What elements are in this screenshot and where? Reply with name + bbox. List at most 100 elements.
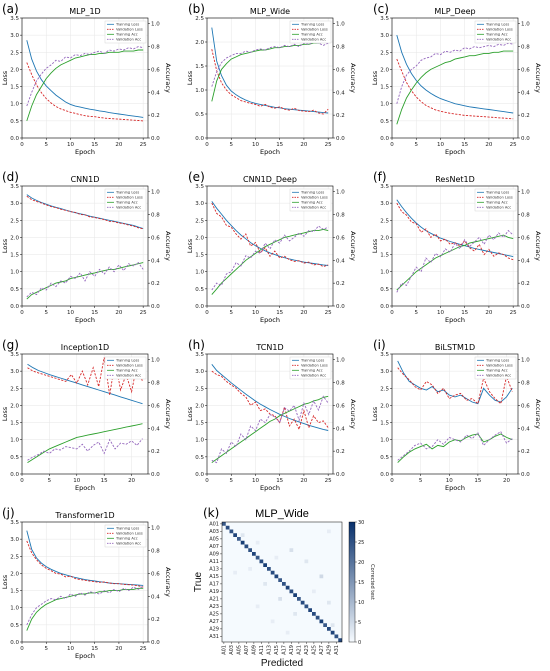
x-tick-label: A27	[319, 645, 325, 655]
y-tick-label: 0.5	[380, 455, 389, 461]
series-line-2	[396, 202, 514, 261]
subplot-3: (c) MLP_Deep 0 5 10 15 20 25 0.0 0.5 1.0 1.5 2.0 2.5 3…	[371, 2, 542, 156]
y-tick-label: 1.0	[10, 270, 19, 276]
y2-tick-label: 0.2	[521, 449, 530, 455]
y-tick-label: 3.0	[10, 369, 19, 375]
matrix-cell	[240, 533, 245, 537]
y-tick-label: 3.5	[195, 184, 204, 190]
panel-letter: (h)	[188, 338, 205, 352]
y2-tick-label: 0.0	[521, 472, 530, 478]
x-tick-label: 20	[503, 478, 510, 484]
y2-tick-label: 1.0	[336, 358, 345, 364]
legend-box	[289, 20, 332, 44]
y-tick-label: 3.5	[10, 16, 19, 22]
y2-axis-label: Accuracy	[349, 231, 357, 261]
x-tick-label: 5	[44, 646, 48, 652]
y-tick-label: 1.5	[195, 64, 204, 70]
series-line-4	[26, 46, 144, 107]
x-tick-label: 15	[276, 310, 283, 316]
chart-title: CNN1D_Deep	[243, 175, 297, 184]
x-tick-label: 0	[390, 142, 394, 148]
chart-title: TCN1D	[255, 343, 283, 352]
plot-frame	[391, 185, 519, 307]
x-tick-label: A09	[252, 645, 258, 655]
series-line-4	[211, 41, 329, 87]
matrix-cell	[252, 552, 256, 556]
chart-title: MLP_1D	[69, 7, 100, 16]
x-tick-label: 10	[67, 310, 74, 316]
series-line-4	[26, 585, 144, 626]
x-tick-label: 15	[461, 310, 468, 316]
y2-axis-label: Accuracy	[534, 399, 542, 429]
x-axis-label: Epoch	[260, 316, 280, 324]
series-line-3	[26, 587, 144, 631]
y-axis-label: Loss	[1, 574, 9, 589]
y-tick-label: A19	[209, 589, 219, 595]
y2-tick-label: 0.2	[336, 113, 345, 119]
matrix-cell	[263, 563, 267, 567]
series-line-1	[211, 27, 329, 114]
y-tick-label: A09	[209, 552, 219, 558]
y-tick-label: 2.5	[10, 218, 19, 224]
legend-label: Training Acc	[115, 537, 138, 541]
x-axis-label: Epoch	[445, 316, 465, 324]
series-line-1	[26, 40, 144, 118]
y-tick-label: 2.0	[380, 235, 389, 241]
matrix-cell	[308, 608, 312, 612]
panel-letter: (a)	[2, 2, 19, 16]
subplot-10: (j) Transformer1D 0 5 10 15 20 25 0.0 0.5 1.0 1.5 2.…	[1, 506, 172, 660]
x-axis-label: Epoch	[75, 148, 95, 156]
matrix-cell	[293, 612, 297, 616]
colorbar-tick-label: 20	[358, 560, 364, 566]
y-tick-label: 1.5	[195, 253, 204, 259]
y2-tick-label: 0.0	[151, 640, 160, 646]
y-tick-label: 2.5	[195, 16, 204, 22]
series-line-2	[27, 357, 143, 396]
series-line-4	[396, 229, 514, 293]
legend-box	[474, 356, 517, 380]
x-axis-label: Epoch	[75, 484, 95, 492]
legend-label: Training Loss	[115, 191, 139, 195]
y-tick-label: 2.0	[195, 403, 204, 409]
legend-label: Validation Loss	[301, 364, 328, 368]
series-line-1	[397, 360, 513, 405]
x-axis-label: Epoch	[75, 652, 95, 660]
matrix-cell	[315, 615, 320, 620]
series-line-3	[26, 262, 144, 300]
y-tick-label: A15	[209, 574, 219, 580]
y2-tick-label: 0.0	[151, 136, 160, 142]
y-tick-label: A29	[209, 627, 219, 633]
y2-tick-label: 0.4	[151, 594, 160, 600]
x-tick-label: 0	[20, 142, 24, 148]
legend-label: Validation Loss	[116, 532, 143, 536]
x-tick-label: 0	[20, 310, 24, 316]
legend-label: Validation Acc	[116, 374, 141, 378]
colorbar-tick-label: 5	[358, 620, 361, 626]
y2-tick-label: 0.8	[151, 213, 160, 219]
x-tick-label: 15	[91, 142, 98, 148]
legend-label: Training Loss	[485, 191, 509, 195]
panel-letter: (e)	[188, 170, 205, 184]
legend-label: Training Acc	[485, 33, 508, 37]
y-tick-label: 0.5	[10, 287, 19, 293]
y-tick-label: A21	[209, 597, 219, 603]
y-tick-label: A25	[209, 612, 219, 618]
y2-tick-label: 0.6	[336, 235, 345, 241]
y2-tick-label: 0.2	[151, 281, 160, 287]
y2-tick-label: 0.2	[151, 449, 160, 455]
legend-box	[474, 188, 517, 212]
y-tick-label: 0.5	[195, 287, 204, 293]
matrix-cell	[334, 634, 339, 639]
x-tick-label: 0	[205, 310, 209, 316]
x-tick-label: 5	[48, 478, 52, 484]
x-tick-label: 10	[252, 142, 259, 148]
panel-letter: (b)	[188, 2, 205, 16]
legend-box	[104, 188, 147, 212]
y2-tick-label: 0.6	[336, 67, 345, 73]
matrix-cell	[225, 525, 230, 530]
subplot-6: (f) ResNet1D 0 5 10 15 20 25 0.0 0.5 1.0 1.5 2.0 2.5 3…	[371, 170, 542, 324]
y-tick-label: 0.0	[10, 304, 19, 310]
legend-box	[289, 188, 332, 212]
y2-tick-label: 0.8	[521, 213, 530, 219]
legend-label: Validation Loss	[486, 28, 513, 32]
